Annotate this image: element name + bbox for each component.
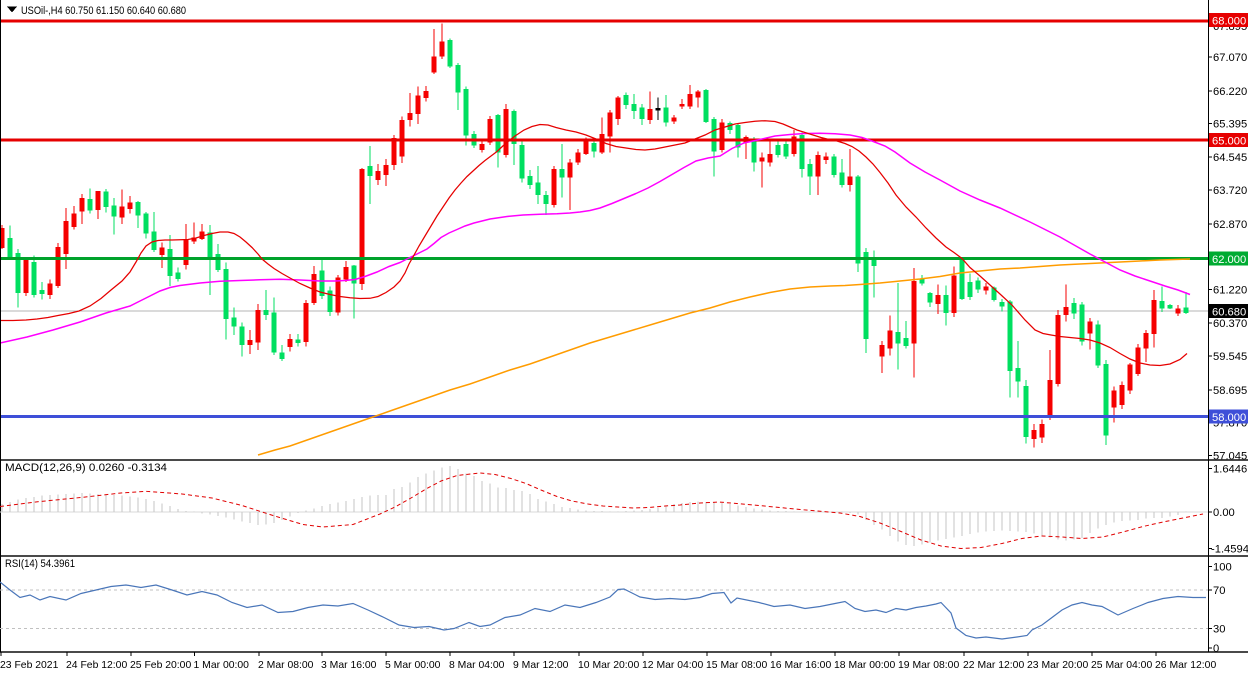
svg-text:100: 100 (1213, 562, 1232, 574)
svg-text:58.695: 58.695 (1213, 385, 1247, 397)
svg-text:USOil-,H4 60.750 61.150 60.64: USOil-,H4 60.750 61.150 60.640 60.680 (21, 5, 186, 17)
svg-text:30: 30 (1213, 624, 1225, 636)
svg-text:12 Mar 04:00: 12 Mar 04:00 (642, 660, 703, 671)
svg-text:58.000: 58.000 (1212, 412, 1246, 424)
svg-text:1 Mar 00:00: 1 Mar 00:00 (194, 660, 250, 671)
svg-text:26 Mar 12:00: 26 Mar 12:00 (1155, 660, 1216, 671)
svg-text:MACD(12,26,9) 0.0260 -0.3134: MACD(12,26,9) 0.0260 -0.3134 (5, 462, 167, 474)
svg-text:64.545: 64.545 (1213, 152, 1247, 164)
svg-text:65.395: 65.395 (1213, 119, 1247, 131)
svg-text:63.720: 63.720 (1213, 185, 1247, 197)
svg-text:25 Feb 20:00: 25 Feb 20:00 (130, 660, 191, 671)
svg-text:0: 0 (1213, 643, 1219, 655)
svg-text:62.000: 62.000 (1212, 254, 1246, 266)
svg-text:57.045: 57.045 (1213, 451, 1247, 463)
svg-text:2 Mar 08:00: 2 Mar 08:00 (258, 660, 314, 671)
svg-text:62.870: 62.870 (1213, 219, 1247, 231)
svg-text:68.000: 68.000 (1212, 16, 1246, 28)
svg-text:0.00: 0.00 (1213, 507, 1235, 519)
svg-text:67.070: 67.070 (1213, 52, 1247, 64)
svg-text:60.370: 60.370 (1213, 318, 1247, 330)
svg-text:66.220: 66.220 (1213, 86, 1247, 98)
svg-text:5 Mar 00:00: 5 Mar 00:00 (385, 660, 441, 671)
svg-text:3 Mar 16:00: 3 Mar 16:00 (321, 660, 377, 671)
svg-text:8 Mar 04:00: 8 Mar 04:00 (449, 660, 505, 671)
svg-text:18 Mar 00:00: 18 Mar 00:00 (834, 660, 895, 671)
svg-text:16 Mar 16:00: 16 Mar 16:00 (770, 660, 831, 671)
svg-text:22 Mar 12:00: 22 Mar 12:00 (963, 660, 1024, 671)
svg-text:24 Feb 12:00: 24 Feb 12:00 (66, 660, 127, 671)
svg-text:59.545: 59.545 (1213, 351, 1247, 363)
svg-text:1.6446: 1.6446 (1213, 464, 1247, 476)
svg-text:65.000: 65.000 (1212, 136, 1246, 148)
svg-text:23 Mar 20:00: 23 Mar 20:00 (1027, 660, 1088, 671)
svg-text:70: 70 (1213, 585, 1225, 597)
svg-text:60.680: 60.680 (1212, 307, 1246, 319)
svg-text:19 Mar 08:00: 19 Mar 08:00 (898, 660, 959, 671)
svg-text:25 Mar 04:00: 25 Mar 04:00 (1091, 660, 1152, 671)
svg-text:10 Mar 20:00: 10 Mar 20:00 (578, 660, 639, 671)
svg-text:23 Feb 2021: 23 Feb 2021 (0, 660, 59, 671)
svg-text:RSI(14) 54.3961: RSI(14) 54.3961 (5, 558, 75, 570)
svg-text:61.220: 61.220 (1213, 285, 1247, 297)
svg-text:9 Mar 12:00: 9 Mar 12:00 (513, 660, 569, 671)
svg-text:15 Mar 08:00: 15 Mar 08:00 (706, 660, 767, 671)
svg-text:-1.4594: -1.4594 (1211, 544, 1248, 556)
